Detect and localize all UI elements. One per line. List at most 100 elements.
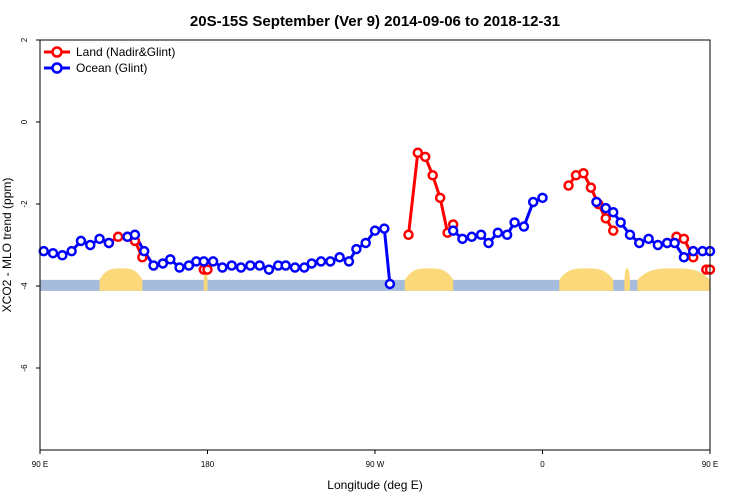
ocean-data-point [509, 217, 520, 228]
ocean-data-point [492, 227, 504, 238]
ocean-data-point [47, 247, 59, 259]
ocean-data-point [669, 237, 680, 249]
land-region [404, 268, 454, 291]
land-data-point [607, 225, 619, 236]
ocean-data-point [466, 231, 478, 243]
ocean-data-point [174, 262, 185, 273]
ocean-data-point [57, 250, 68, 261]
x-tick-label: 180 [201, 460, 215, 469]
x-tick-label: 0 [540, 460, 545, 469]
ocean-data-point [634, 237, 645, 249]
ocean-data-point [129, 229, 141, 240]
land-data-point [202, 264, 213, 275]
ocean-data-point [615, 217, 626, 228]
ocean-data-point [457, 233, 468, 245]
ocean-data-point [280, 260, 291, 271]
ocean-data-point [38, 245, 49, 257]
ocean-data-point [306, 258, 317, 269]
land-data-point [403, 229, 414, 240]
land-data-point [112, 231, 124, 243]
ocean-data-point [235, 262, 247, 273]
ocean-data-point [527, 196, 539, 208]
ocean-data-point [652, 239, 664, 251]
y-tick-label: 0 [20, 119, 29, 124]
ocean-data-point [66, 245, 77, 257]
legend-ocean-marker [51, 62, 63, 74]
ocean-data-point [688, 245, 699, 257]
ocean-data-point [537, 192, 548, 204]
ocean-data-point [518, 221, 530, 232]
ocean-data-point [103, 237, 115, 249]
ocean-data-point [607, 206, 619, 218]
ocean-strip [40, 279, 710, 291]
legend-land-marker [51, 46, 63, 58]
ocean-data-point [289, 262, 301, 273]
ocean-data-point [379, 223, 390, 234]
ocean-data-point [226, 260, 237, 271]
ocean-data-point [384, 278, 396, 290]
x-tick-label: 90 E [32, 460, 48, 469]
y-tick-label: -4 [20, 282, 29, 290]
x-tick-label: 90 E [702, 460, 718, 469]
ocean-data-point [501, 229, 513, 240]
ocean-data-point [183, 260, 195, 271]
y-axis: 2 0 -2 -4 -6 [20, 37, 40, 372]
y-tick-label: -6 [20, 364, 29, 372]
ocean-data-point [643, 233, 654, 245]
ocean-data-point [157, 258, 169, 269]
ocean-data-point [600, 202, 612, 214]
ocean-data-point [360, 237, 371, 249]
ocean-data-point [483, 237, 494, 249]
ocean-data-point [75, 235, 87, 247]
ocean-data-point [85, 239, 96, 251]
chart-title: 20S-15S September (Ver 9) 2014-09-06 to … [190, 13, 560, 30]
ocean-data-point [138, 245, 150, 257]
ocean-data-point [351, 243, 362, 255]
ocean-data-point [678, 252, 690, 263]
ocean-data-point [325, 256, 336, 267]
ocean-data-point [198, 256, 210, 267]
ocean-data-point [207, 256, 219, 267]
land-data-point [585, 182, 597, 193]
ocean-data-point [94, 233, 105, 245]
land-data-point [412, 147, 424, 158]
ocean-data-point [315, 256, 327, 267]
x-axis-label: Longitude (deg E) [327, 478, 422, 492]
land-data-point [678, 233, 690, 245]
land-data-point [563, 180, 574, 191]
legend: Land (Nadir&Glint) Ocean (Glint) [44, 45, 175, 75]
ocean-data-point [148, 260, 159, 271]
ocean-data-point [624, 229, 636, 240]
ocean-data-point [217, 262, 228, 273]
land-series-line [407, 151, 455, 235]
ocean-data-point [369, 225, 381, 236]
ocean-data-point [334, 252, 345, 263]
x-axis: 90 E 180 90 W 0 90 E [32, 450, 718, 469]
land-region [559, 268, 614, 291]
y-axis-label: XCO2 - MLO trend (ppm) [0, 178, 14, 313]
land-region [637, 268, 710, 291]
plot-area [38, 147, 716, 291]
land-data-point [420, 151, 431, 163]
ocean-data-point [254, 260, 265, 271]
land-region [99, 268, 143, 291]
ocean-data-point [447, 225, 459, 236]
land-data-point [427, 170, 438, 181]
ocean-data-point [263, 264, 275, 275]
land-data-point [600, 213, 612, 224]
ocean-data-point [165, 254, 176, 265]
land-data-point [578, 168, 589, 179]
ocean-data-point [299, 262, 310, 273]
legend-land-label: Land (Nadir&Glint) [76, 45, 175, 59]
ocean-data-point [343, 256, 355, 267]
ocean-data-point [475, 229, 487, 240]
land-data-point [434, 192, 446, 204]
y-tick-label: -2 [20, 200, 29, 208]
ocean-data-point [245, 260, 256, 271]
y-tick-label: 2 [20, 37, 29, 42]
legend-ocean-label: Ocean (Glint) [76, 61, 147, 75]
x-tick-label: 90 W [366, 460, 385, 469]
ocean-data-point [591, 196, 602, 208]
land-region [624, 268, 630, 291]
